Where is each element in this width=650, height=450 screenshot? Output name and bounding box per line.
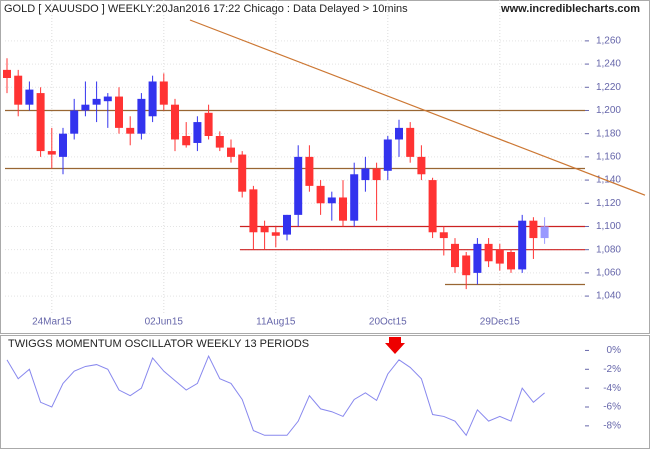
candle-body [271, 232, 280, 236]
y-tick-label: -6% [603, 402, 621, 413]
candle-body [182, 136, 191, 146]
y-tick-label: 1,240 [596, 59, 621, 70]
candle-body [350, 174, 359, 221]
candle-body [148, 81, 157, 117]
y-tick-label: 1,060 [596, 268, 621, 279]
y-tick-label: -4% [603, 383, 621, 394]
y-tick-label: 1,220 [596, 82, 621, 93]
trend-line [189, 19, 646, 196]
candle-body [204, 112, 213, 136]
candle-body [81, 104, 90, 111]
x-tick-label: 29Dec15 [480, 317, 520, 328]
candle-body [70, 110, 79, 134]
candle-body [484, 243, 493, 262]
y-tick-label: 1,200 [596, 105, 621, 116]
candle-body [406, 127, 415, 157]
y-tick-label: 1,120 [596, 198, 621, 209]
candle-body [92, 98, 101, 105]
candle-body [171, 104, 179, 140]
x-tick-label: 24Mar15 [32, 317, 72, 328]
candle-body [462, 255, 471, 276]
candle-body [473, 243, 482, 273]
source: www.incrediblecharts.com [500, 3, 640, 15]
candle-body [227, 147, 235, 157]
y-tick-label: 1,040 [596, 291, 621, 302]
candle-body [126, 127, 135, 134]
candle-body [159, 81, 168, 105]
candle-body [383, 139, 392, 171]
candle-body [372, 168, 381, 181]
x-tick-label: 20Oct15 [369, 317, 407, 328]
x-tick-label: 02Jun15 [145, 317, 184, 328]
y-tick-label: 1,100 [596, 221, 621, 232]
signal-arrow [385, 337, 405, 354]
candle-body [115, 96, 123, 128]
candle-body [316, 185, 325, 204]
candle-body [103, 96, 112, 102]
candle-body [417, 156, 426, 175]
y-tick-label: 1,080 [596, 244, 621, 255]
oscillator-line [6, 354, 545, 437]
oscillator-panel [0, 335, 650, 449]
y-tick-label: 0% [607, 345, 622, 356]
candle-body [36, 93, 45, 152]
candle-body [215, 136, 224, 148]
price-panel [0, 0, 650, 334]
candle-body [193, 122, 202, 143]
candle-body [451, 243, 459, 268]
candle-body [260, 226, 269, 233]
candle-body [249, 189, 258, 233]
candle-body [137, 98, 146, 134]
y-tick-label: 1,180 [596, 128, 621, 139]
candle-body [59, 133, 67, 157]
candle-body [495, 249, 504, 264]
candle-body [14, 75, 23, 105]
candle-body [529, 220, 538, 239]
candle-body [305, 156, 314, 186]
candle-body [283, 214, 291, 235]
candle-body [395, 127, 403, 140]
candle-body [361, 168, 370, 181]
candle-body [47, 151, 56, 155]
y-tick-label: 1,260 [596, 36, 621, 47]
y-tick-label: 1,140 [596, 175, 621, 186]
oscillator-title: TWIGGS MOMENTUM OSCILLATOR WEEKLY 13 PER… [8, 338, 309, 350]
candle-body [339, 197, 347, 221]
candle-body [327, 197, 336, 204]
candle-body [3, 69, 11, 78]
candle-body [518, 220, 527, 270]
x-tick-label: 11Aug15 [256, 317, 296, 328]
y-tick-label: -8% [603, 420, 621, 431]
candle-body [238, 154, 247, 192]
y-tick-label: -2% [603, 364, 621, 375]
candle-body [25, 89, 34, 105]
candle-body [507, 252, 515, 270]
candle-body [540, 226, 549, 239]
candle-body [428, 180, 437, 233]
chart-title: GOLD [ XAUUSDO ] WEEKLY:20Jan2016 17:22 … [4, 3, 408, 15]
candle-body [294, 156, 303, 215]
candle-body [439, 232, 448, 239]
y-tick-label: 1,160 [596, 152, 621, 163]
